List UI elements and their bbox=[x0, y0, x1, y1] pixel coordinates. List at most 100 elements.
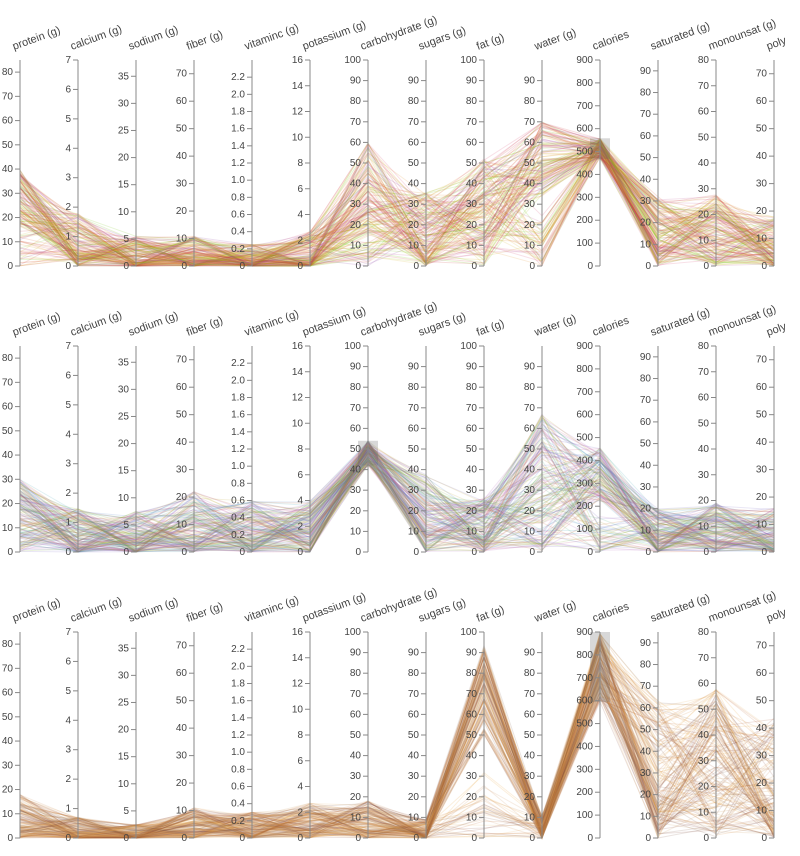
axis-tick-label: 50 bbox=[408, 158, 420, 169]
axis-tick-label: 20 bbox=[756, 492, 768, 503]
axis-tick-label: 20 bbox=[466, 220, 478, 231]
axis-tick-label: 80 bbox=[698, 341, 710, 352]
axis-title: calcium (g) bbox=[69, 309, 124, 339]
axis-tick-label: 6 bbox=[65, 656, 71, 667]
axis-tick-label: 20 bbox=[118, 725, 130, 736]
axis-tick-label: 6 bbox=[297, 756, 303, 767]
axis-tick-label: 60 bbox=[2, 402, 14, 413]
axis-tick-label: 40 bbox=[408, 465, 420, 476]
axis-tick-label: 0 bbox=[7, 261, 13, 272]
axis-tick-label: 50 bbox=[350, 158, 362, 169]
axis-tick-label: 70 bbox=[698, 653, 710, 664]
axis-tick-label: 900 bbox=[576, 627, 593, 638]
axis-tick-label: 60 bbox=[466, 423, 478, 434]
axis-tick-label: 60 bbox=[698, 679, 710, 690]
axis-tick-label: 0 bbox=[471, 833, 477, 844]
axis-tick-label: 60 bbox=[524, 137, 536, 148]
axis-title: sodium (g) bbox=[127, 24, 180, 53]
axis-tick-label: 1.6 bbox=[231, 124, 245, 135]
axis-tick-label: 10 bbox=[698, 807, 710, 818]
axis-tick-label: 40 bbox=[176, 437, 188, 448]
axis-tick-label: 0 bbox=[297, 833, 303, 844]
axis-tick-label: 2.0 bbox=[231, 89, 245, 100]
axis-tick-label: 4 bbox=[65, 429, 71, 440]
axis-tick-label: 30 bbox=[408, 485, 420, 496]
axis-tick-label: 50 bbox=[2, 426, 14, 437]
axis-tick-label: 60 bbox=[524, 709, 536, 720]
axis-tick-label: 40 bbox=[2, 164, 14, 175]
axis-tick-label: 0 bbox=[239, 547, 245, 558]
axis-tick-label: 0 bbox=[181, 261, 187, 272]
axis-tick-label: 50 bbox=[176, 410, 188, 421]
axis-tick-label: 500 bbox=[576, 147, 593, 158]
axis-tick-label: 20 bbox=[118, 153, 130, 164]
axis-tick-label: 200 bbox=[576, 787, 593, 798]
axis-tick-label: 70 bbox=[408, 403, 420, 414]
axis-tick-label: 90 bbox=[466, 648, 478, 659]
axis-tick-label: 50 bbox=[698, 132, 710, 143]
axis-title: fiber (g) bbox=[185, 601, 225, 625]
axis-tick-label: 900 bbox=[576, 55, 593, 66]
axis-tick-label: 0 bbox=[123, 833, 129, 844]
axis-tick-label: 0 bbox=[123, 547, 129, 558]
parallel-coords-panel-0: 01020304050607080protein (g)01234567calc… bbox=[0, 8, 800, 278]
axis-tick-label: 25 bbox=[118, 411, 130, 422]
axis-tick-label: 0.6 bbox=[231, 782, 245, 793]
axis-tick-label: 8 bbox=[297, 158, 303, 169]
axis-tick-label: 14 bbox=[292, 81, 304, 92]
axis-tick-label: 50 bbox=[176, 696, 188, 707]
axis-tick-label: 0.8 bbox=[231, 478, 245, 489]
axis-tick-label: 900 bbox=[576, 341, 593, 352]
axis-tick-label: 3 bbox=[65, 459, 71, 470]
axis-title: water (g) bbox=[532, 599, 578, 625]
axis-tick-label: 100 bbox=[460, 627, 477, 638]
axis-tick-label: 50 bbox=[698, 704, 710, 715]
axis-tick-label: 60 bbox=[466, 709, 478, 720]
axis-tick-label: 30 bbox=[176, 179, 188, 190]
axis-tick-label: 2 bbox=[297, 807, 303, 818]
axis-tick-label: 1 bbox=[65, 232, 71, 243]
axis-tick-label: 400 bbox=[576, 741, 593, 752]
axis-tick-label: 50 bbox=[466, 730, 478, 741]
axis-tick-label: 2.2 bbox=[231, 72, 245, 83]
axis-tick-label: 50 bbox=[2, 140, 14, 151]
axis-tick-label: 10 bbox=[292, 132, 304, 143]
axis-tick-label: 70 bbox=[350, 117, 362, 128]
axis-tick-label: 0 bbox=[413, 261, 419, 272]
axis-tick-label: 800 bbox=[576, 650, 593, 661]
axis-tick-label: 4 bbox=[297, 496, 303, 507]
axis-tick-label: 5 bbox=[65, 400, 71, 411]
series-layer bbox=[20, 122, 774, 266]
axis-tick-label: 2 bbox=[65, 774, 71, 785]
axis-tick-label: 0.6 bbox=[231, 496, 245, 507]
axis-tick-label: 90 bbox=[350, 76, 362, 87]
axis-tick-label: 400 bbox=[576, 455, 593, 466]
axis-tick-label: 70 bbox=[350, 403, 362, 414]
axis-tick-label: 20 bbox=[350, 792, 362, 803]
series-layer bbox=[20, 633, 774, 838]
axis-tick-label: 600 bbox=[576, 696, 593, 707]
axis-tick-label: 90 bbox=[524, 362, 536, 373]
axis-tick-label: 80 bbox=[640, 374, 652, 385]
axis-tick-label: 70 bbox=[524, 117, 536, 128]
axis-tick-label: 400 bbox=[576, 169, 593, 180]
axis-tick-label: 15 bbox=[118, 466, 130, 477]
axis-tick-label: 50 bbox=[524, 158, 536, 169]
axis-tick-label: 0 bbox=[471, 547, 477, 558]
axis-tick-label: 30 bbox=[350, 771, 362, 782]
axis-tick-label: 30 bbox=[118, 670, 130, 681]
axis-tick-label: 8 bbox=[297, 730, 303, 741]
axis-tick-label: 2.2 bbox=[231, 358, 245, 369]
axis-tick-label: 30 bbox=[2, 188, 14, 199]
axis-title: protein (g) bbox=[11, 596, 62, 624]
axis-tick-label: 0 bbox=[645, 833, 651, 844]
axis-tick-label: 15 bbox=[118, 752, 130, 763]
axis-tick-label: 600 bbox=[576, 124, 593, 135]
axis-tick-label: 7 bbox=[65, 627, 71, 638]
axis-tick-label: 50 bbox=[640, 153, 652, 164]
axis-tick-label: 0.8 bbox=[231, 192, 245, 203]
axis-tick-label: 0 bbox=[239, 833, 245, 844]
axis-tick-label: 0.2 bbox=[231, 816, 245, 827]
axis-tick-label: 70 bbox=[698, 81, 710, 92]
axis-tick-label: 40 bbox=[756, 437, 768, 448]
